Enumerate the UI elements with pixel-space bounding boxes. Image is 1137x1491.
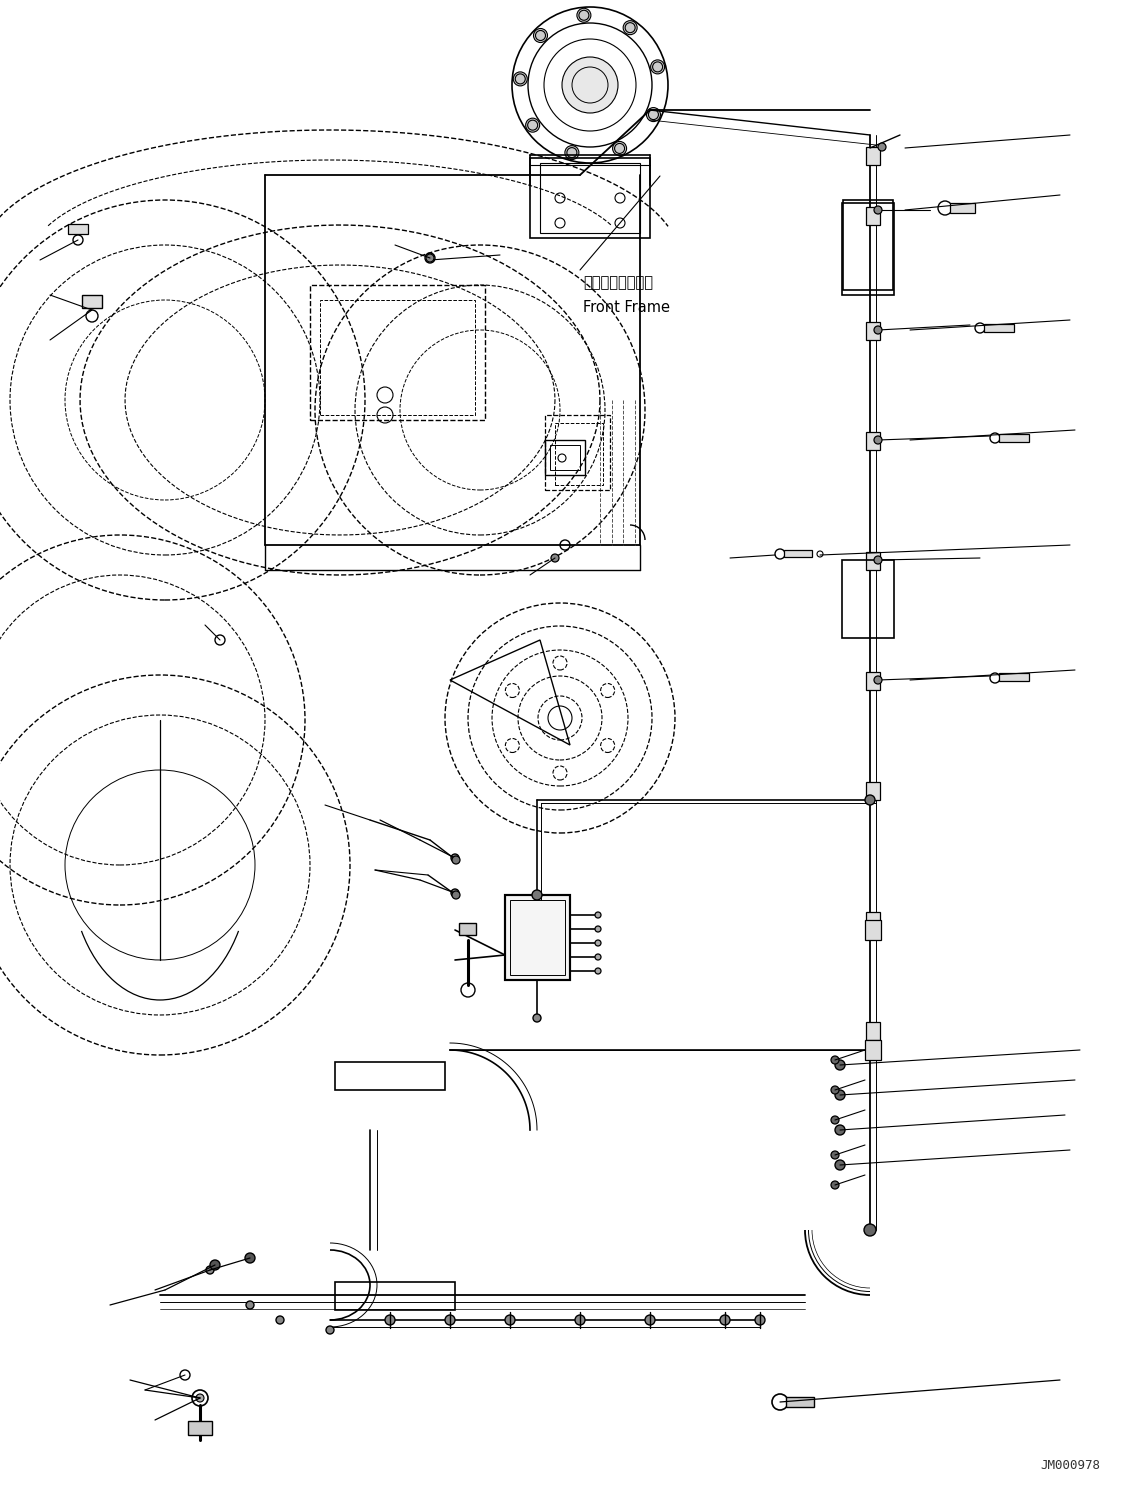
- Circle shape: [874, 327, 882, 334]
- Circle shape: [562, 57, 619, 113]
- Bar: [866, 552, 880, 570]
- Circle shape: [426, 253, 434, 262]
- Circle shape: [835, 1160, 845, 1170]
- Bar: [999, 672, 1029, 681]
- Circle shape: [831, 1085, 839, 1094]
- Circle shape: [326, 1325, 334, 1334]
- Circle shape: [865, 795, 875, 805]
- Circle shape: [244, 1252, 255, 1263]
- Bar: [866, 781, 880, 801]
- Bar: [319, 300, 475, 414]
- Text: フロントフレーム: フロントフレーム: [583, 276, 653, 291]
- Circle shape: [576, 9, 591, 22]
- Circle shape: [445, 1315, 455, 1325]
- Bar: [555, 423, 603, 485]
- Bar: [188, 1421, 211, 1434]
- Bar: [866, 1021, 880, 1041]
- Bar: [335, 1062, 445, 1090]
- Circle shape: [878, 143, 886, 151]
- Circle shape: [874, 675, 882, 684]
- Circle shape: [246, 1302, 254, 1309]
- Circle shape: [533, 1014, 541, 1021]
- Circle shape: [831, 1115, 839, 1124]
- Circle shape: [595, 939, 601, 945]
- Circle shape: [453, 856, 460, 863]
- Circle shape: [385, 1315, 395, 1325]
- Text: Front Frame: Front Frame: [583, 301, 670, 316]
- Circle shape: [595, 968, 601, 974]
- Bar: [866, 148, 880, 166]
- Circle shape: [835, 1090, 845, 1100]
- Circle shape: [451, 889, 459, 898]
- Bar: [866, 432, 880, 450]
- Circle shape: [645, 1315, 655, 1325]
- Circle shape: [533, 28, 548, 43]
- Text: JM000978: JM000978: [1040, 1460, 1099, 1472]
- Circle shape: [525, 118, 540, 133]
- Circle shape: [874, 556, 882, 564]
- Circle shape: [831, 1056, 839, 1065]
- Circle shape: [755, 1315, 765, 1325]
- Bar: [866, 912, 880, 930]
- Circle shape: [595, 954, 601, 960]
- Circle shape: [835, 1126, 845, 1135]
- Bar: [68, 224, 88, 234]
- Circle shape: [196, 1394, 204, 1402]
- Bar: [866, 322, 880, 340]
- Circle shape: [874, 206, 882, 215]
- Bar: [530, 158, 650, 239]
- Circle shape: [595, 926, 601, 932]
- Bar: [335, 1282, 455, 1311]
- Bar: [999, 434, 1029, 441]
- Circle shape: [864, 1224, 875, 1236]
- Circle shape: [874, 435, 882, 444]
- Circle shape: [453, 892, 460, 899]
- Circle shape: [206, 1266, 214, 1273]
- Bar: [459, 923, 476, 935]
- Bar: [843, 561, 894, 638]
- Bar: [550, 444, 580, 470]
- Circle shape: [276, 1317, 284, 1324]
- Bar: [865, 920, 881, 939]
- Bar: [951, 203, 976, 213]
- Bar: [545, 440, 586, 476]
- Bar: [866, 672, 880, 690]
- Circle shape: [650, 60, 665, 75]
- Circle shape: [551, 555, 559, 562]
- Circle shape: [647, 107, 661, 122]
- Bar: [785, 550, 812, 558]
- Circle shape: [565, 146, 579, 160]
- Circle shape: [575, 1315, 586, 1325]
- Bar: [866, 207, 880, 225]
- Bar: [984, 324, 1014, 332]
- Bar: [843, 203, 894, 295]
- Bar: [545, 414, 609, 491]
- Circle shape: [720, 1315, 730, 1325]
- Circle shape: [831, 1151, 839, 1159]
- Circle shape: [505, 1315, 515, 1325]
- Bar: [310, 285, 485, 420]
- Circle shape: [595, 912, 601, 918]
- Bar: [865, 1041, 881, 1060]
- Bar: [82, 295, 102, 309]
- Bar: [540, 163, 640, 233]
- Circle shape: [623, 21, 637, 34]
- Circle shape: [451, 854, 459, 862]
- Bar: [843, 200, 893, 291]
- Circle shape: [831, 1181, 839, 1188]
- Circle shape: [532, 890, 542, 901]
- Circle shape: [513, 72, 528, 86]
- Bar: [511, 901, 565, 975]
- Circle shape: [210, 1260, 219, 1270]
- Bar: [786, 1397, 814, 1408]
- Circle shape: [835, 1060, 845, 1071]
- Bar: [505, 895, 570, 980]
- Circle shape: [613, 142, 626, 155]
- Bar: [505, 895, 570, 980]
